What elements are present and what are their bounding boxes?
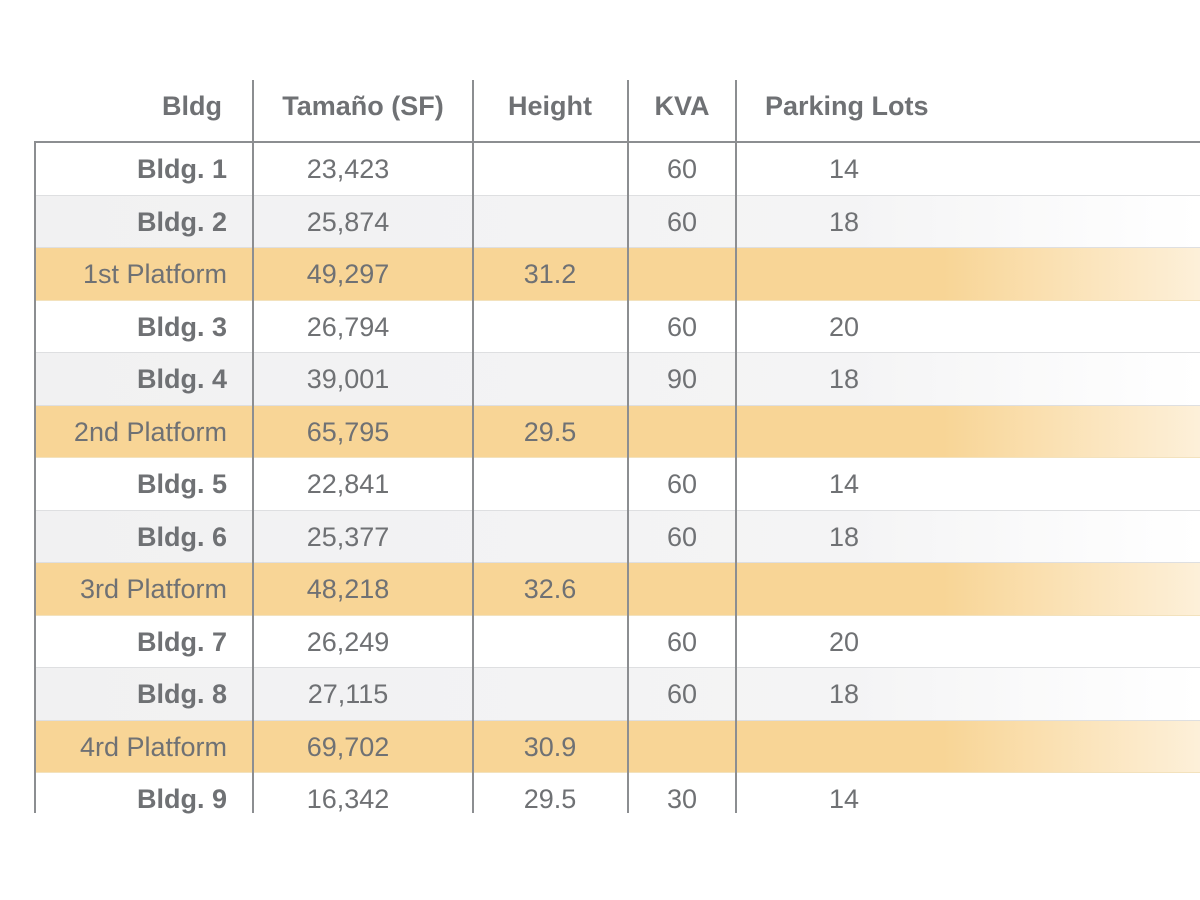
cell-parking: 14 (828, 469, 860, 499)
cell-kva: 60 (666, 154, 698, 184)
cell-bldg: Bldg. 2 (136, 206, 227, 237)
column-divider (735, 80, 737, 813)
cell-kva: 60 (666, 626, 698, 657)
column-divider (252, 80, 254, 813)
column-divider (627, 80, 629, 813)
column-header-bldg: Bldg (162, 91, 222, 121)
cell-height (473, 616, 627, 668)
cell-bldg: Bldg. 9 (136, 784, 227, 814)
table-row: Bldg. 3 26,794 60 20 (34, 300, 1200, 353)
column-header-height: Height (508, 91, 592, 121)
cell-height: 29.5 (523, 416, 577, 447)
cell-kva: 30 (666, 784, 698, 814)
cell-kva: 60 (666, 521, 698, 552)
table-row: Bldg. 6 25,377 60 18 (34, 510, 1200, 563)
cell-size: 69,702 (306, 731, 390, 762)
cell-parking: 18 (828, 364, 860, 394)
cell-parking (754, 721, 934, 773)
cell-height (473, 668, 627, 720)
cell-bldg: 1st Platform (82, 259, 227, 289)
cell-height: 31.2 (523, 259, 577, 289)
cell-size: 65,795 (306, 416, 390, 447)
column-header-kva: KVA (654, 91, 710, 121)
cell-kva: 60 (666, 469, 698, 499)
table-row: Bldg. 2 25,874 60 18 (34, 195, 1200, 248)
cell-kva (628, 721, 736, 773)
platform-row: 3rd Platform 48,218 32.6 (34, 563, 1200, 616)
cell-bldg: Bldg. 3 (136, 311, 227, 342)
cell-kva: 60 (666, 206, 698, 237)
cell-bldg: Bldg. 4 (136, 364, 227, 394)
cell-kva: 60 (666, 679, 698, 709)
cell-parking: 20 (828, 626, 860, 657)
table-row: Bldg. 8 27,115 60 18 (34, 668, 1200, 721)
cell-size: 26,249 (306, 626, 390, 657)
table-row: Bldg. 1 23,423 60 14 (34, 143, 1200, 196)
table-row: Bldg. 7 26,249 60 20 (34, 615, 1200, 668)
cell-bldg: Bldg. 1 (136, 154, 227, 184)
cell-bldg: 3rd Platform (79, 574, 227, 604)
platform-row: 4rd Platform 69,702 30.9 (34, 720, 1200, 773)
cell-bldg: Bldg. 5 (136, 469, 227, 499)
cell-height (473, 301, 627, 353)
table-row: Bldg. 9 16,342 29.5 30 14 (34, 773, 1200, 826)
cell-height: 29.5 (523, 784, 577, 814)
cell-parking: 14 (828, 154, 860, 184)
cell-height (473, 458, 627, 510)
cell-height (473, 353, 627, 405)
table-row: Bldg. 4 39,001 90 18 (34, 353, 1200, 406)
table-body: Bldg. 1 23,423 60 14 Bldg. 2 25,874 60 18 1st Pl… (34, 143, 1200, 826)
cell-size: 27,115 (307, 679, 389, 709)
cell-kva (628, 406, 736, 458)
cell-size: 39,001 (306, 364, 390, 394)
table-header: Bldg Tamaño (SF) Height KVA Parking Lots (34, 80, 1200, 143)
column-header-size: Tamaño (SF) (282, 91, 444, 121)
cell-parking (754, 563, 934, 615)
cell-kva: 90 (666, 364, 698, 394)
column-header-parking: Parking Lots (765, 91, 929, 121)
cell-parking: 18 (828, 206, 860, 237)
building-specs-table: Bldg Tamaño (SF) Height KVA Parking Lots… (34, 80, 1200, 826)
cell-kva: 60 (666, 311, 698, 342)
column-divider (472, 80, 474, 813)
cell-bldg: 4rd Platform (79, 731, 227, 762)
cell-size: 26,794 (306, 311, 390, 342)
cell-height (473, 511, 627, 563)
cell-size: 25,874 (306, 206, 390, 237)
cell-bldg: Bldg. 7 (136, 626, 227, 657)
cell-parking: 18 (828, 679, 860, 709)
cell-size: 16,342 (306, 784, 390, 814)
cell-height (473, 143, 627, 195)
cell-bldg: 2nd Platform (73, 416, 227, 447)
cell-height: 30.9 (523, 731, 577, 762)
cell-parking: 20 (828, 311, 860, 342)
cell-kva (628, 248, 736, 300)
cell-parking (754, 406, 934, 458)
cell-height (473, 196, 627, 248)
cell-size: 48,218 (306, 574, 390, 604)
cell-parking: 14 (828, 784, 860, 814)
table-left-border (34, 141, 36, 813)
cell-size: 22,841 (306, 469, 390, 499)
table-row: Bldg. 5 22,841 60 14 (34, 458, 1200, 511)
cell-bldg: Bldg. 8 (136, 679, 227, 709)
platform-row: 2nd Platform 65,795 29.5 (34, 405, 1200, 458)
cell-bldg: Bldg. 6 (136, 521, 227, 552)
cell-height: 32.6 (523, 574, 577, 604)
cell-size: 25,377 (306, 521, 390, 552)
cell-parking: 18 (828, 521, 860, 552)
cell-kva (628, 563, 736, 615)
cell-size: 23,423 (306, 154, 390, 184)
cell-size: 49,297 (306, 259, 390, 289)
platform-row: 1st Platform 49,297 31.2 (34, 248, 1200, 301)
cell-parking (754, 248, 934, 300)
